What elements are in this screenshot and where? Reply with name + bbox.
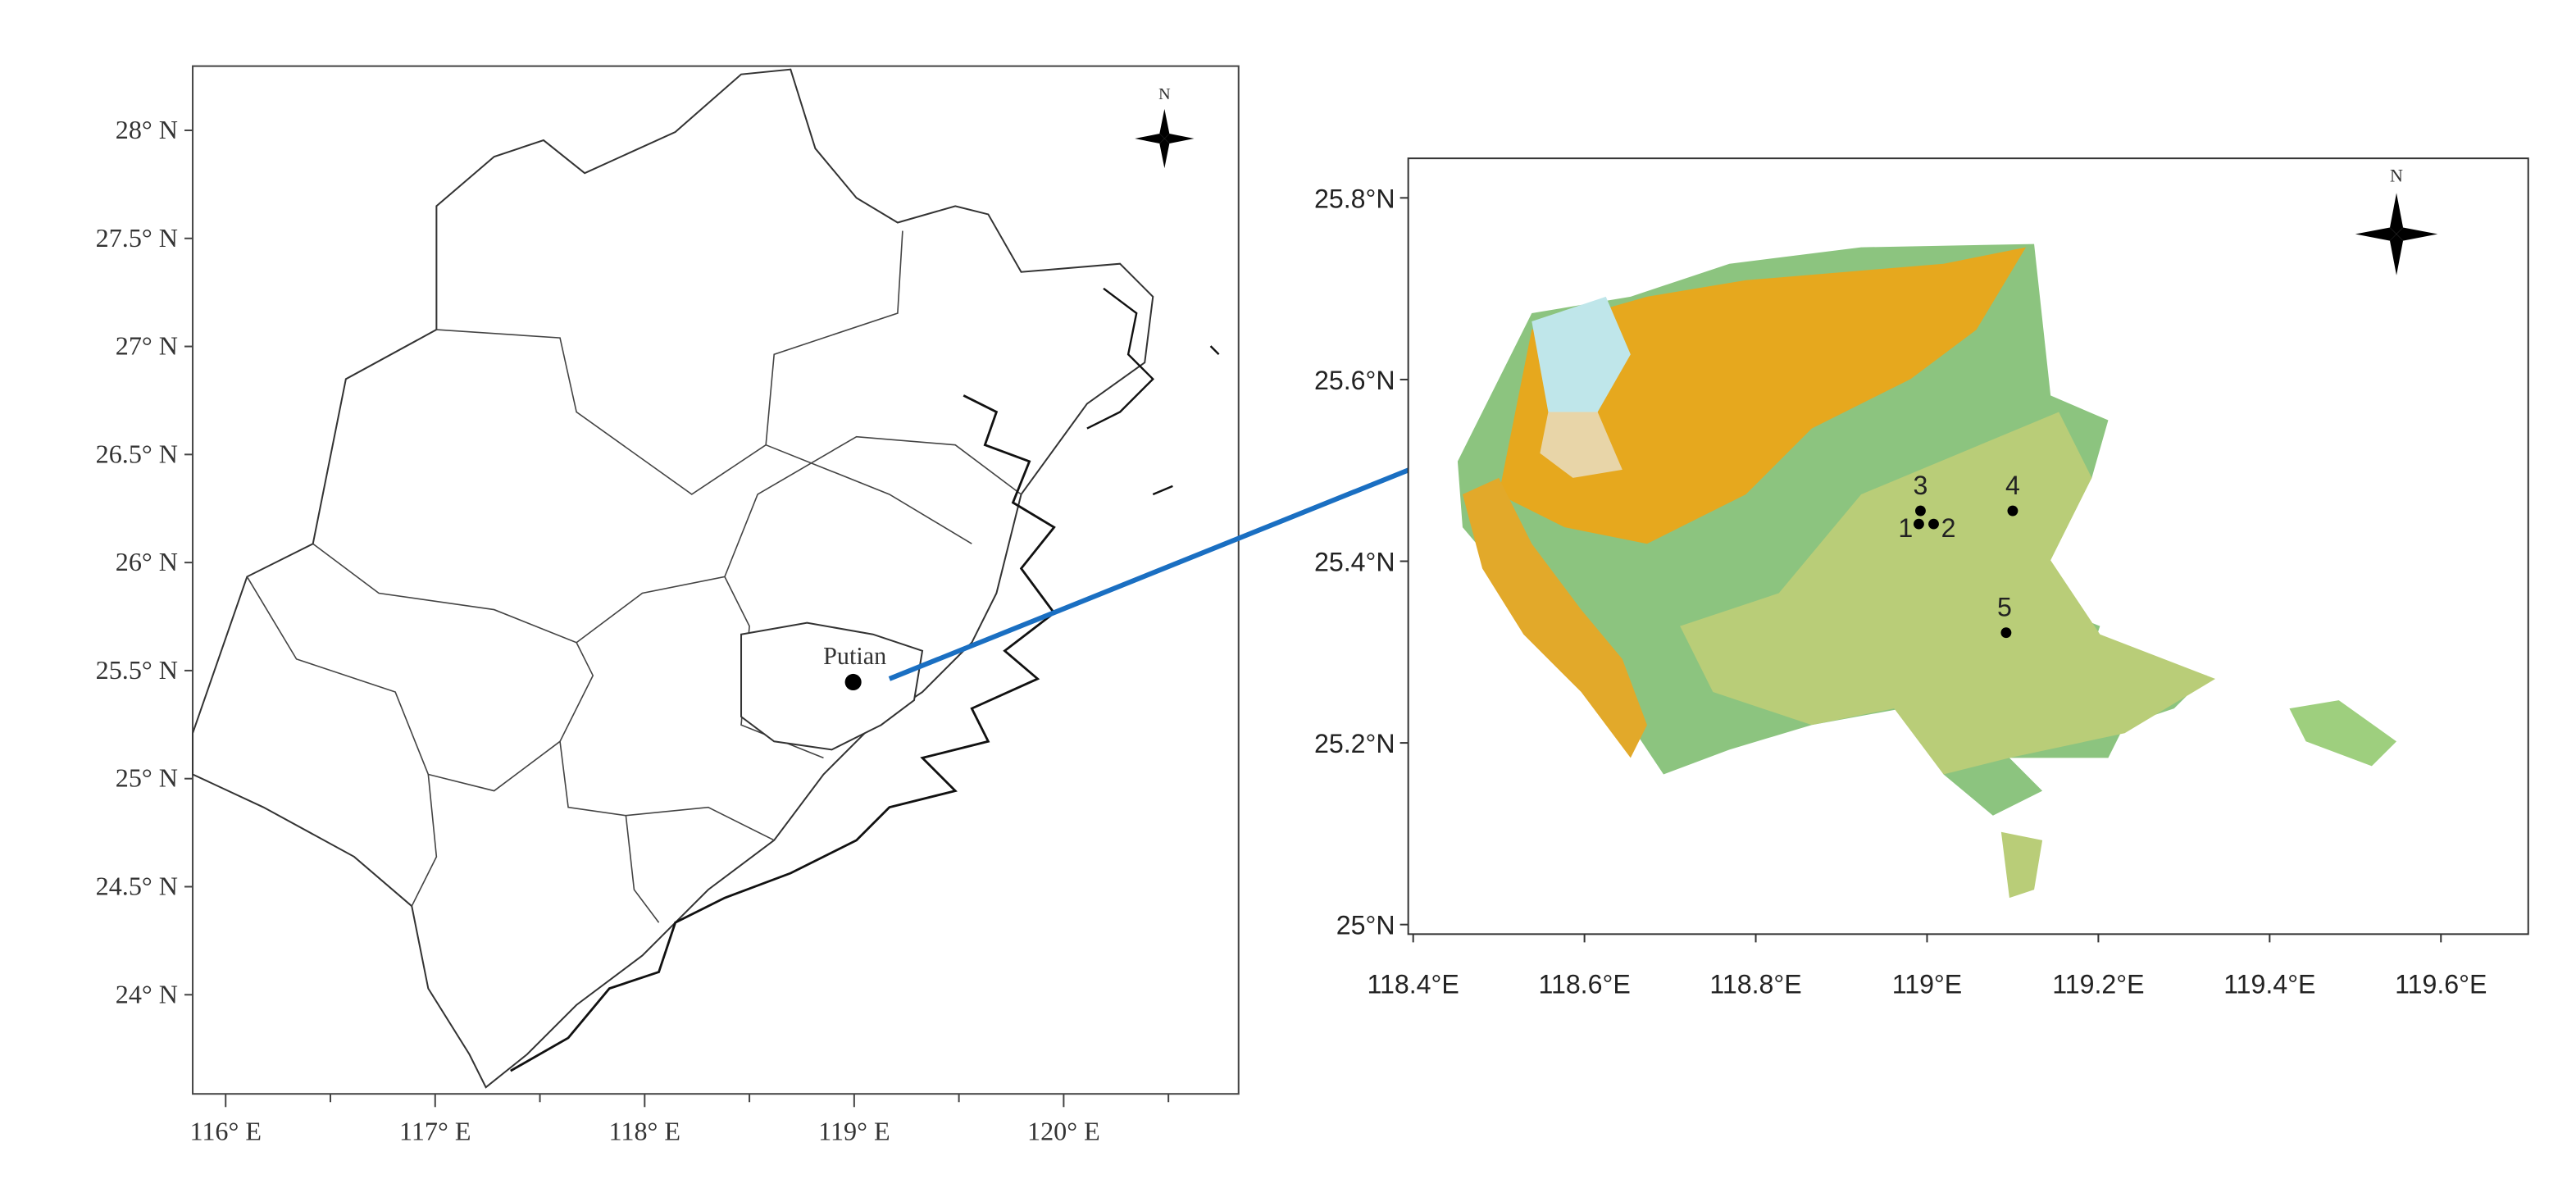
- x-tick-label: 118.8°E: [1709, 970, 1801, 999]
- island: [2000, 831, 2043, 899]
- right-map: N: [1407, 157, 2529, 935]
- x-tick-label: 119.6°E: [2395, 970, 2487, 999]
- x-tick-label: 120° E: [1027, 1116, 1100, 1145]
- y-tick-label: 24.5° N: [96, 872, 178, 901]
- putian-region: [740, 621, 924, 751]
- terrain-peak: [1531, 296, 1631, 412]
- x-tick-label: 119.2°E: [2052, 970, 2144, 999]
- y-tick-label: 25.6°N: [1314, 366, 1395, 395]
- site-label: 2: [1941, 513, 1956, 543]
- y-tick-label: 27° N: [116, 331, 178, 361]
- province-outline: [192, 68, 1154, 1089]
- coastline: [510, 394, 1056, 1072]
- north-arrow: N: [1135, 85, 1195, 169]
- site-label: 1: [1898, 513, 1913, 543]
- left-map: Putian N: [192, 65, 1240, 1095]
- link-arrow: [888, 442, 1472, 681]
- terrain-highland: [1499, 247, 2027, 544]
- terrain-tan: [1540, 412, 1623, 478]
- site-label: 4: [2005, 471, 2020, 500]
- site-label: 5: [1997, 593, 2012, 622]
- islands: [1086, 287, 1220, 496]
- y-tick-label: 28° N: [116, 115, 178, 144]
- terrain-lowland: [1680, 412, 2216, 775]
- north-label: N: [1158, 85, 1171, 103]
- site-dot: [1928, 518, 1939, 530]
- city-label: Putian: [823, 642, 886, 670]
- site-dot: [1915, 505, 1926, 517]
- site-dot: [1913, 518, 1924, 530]
- y-tick-label: 25.8°N: [1314, 184, 1395, 213]
- y-tick-label: 25.5° N: [96, 655, 178, 685]
- y-tick-label: 25° N: [116, 763, 178, 793]
- x-tick-label: 119°E: [1892, 970, 1963, 999]
- x-tick-label: 116° E: [189, 1116, 262, 1145]
- y-tick-label: 26° N: [116, 547, 178, 576]
- x-tick-label: 117° E: [399, 1116, 471, 1145]
- y-tick-label: 24° N: [116, 979, 178, 1008]
- y-tick-label: 25°N: [1336, 911, 1395, 940]
- y-tick-label: 27.5° N: [96, 223, 178, 253]
- north-label: N: [2390, 165, 2403, 185]
- putian-dot: [844, 673, 862, 691]
- x-tick-label: 119° E: [818, 1116, 890, 1145]
- x-tick-label: 118° E: [609, 1116, 681, 1145]
- y-tick-label: 25.2°N: [1314, 729, 1395, 758]
- north-arrow: N: [2355, 165, 2438, 275]
- island: [2289, 700, 2397, 767]
- y-tick-label: 25.4°N: [1314, 548, 1395, 577]
- y-tick-label: 26.5° N: [96, 439, 178, 468]
- x-tick-label: 119.4°E: [2223, 970, 2315, 999]
- x-tick-label: 118.4°E: [1368, 970, 1459, 999]
- x-tick-label: 118.6°E: [1538, 970, 1630, 999]
- terrain-highland-west: [1462, 477, 1647, 758]
- site-label: 3: [1913, 471, 1927, 500]
- site-dot: [2007, 505, 2018, 517]
- site-dot: [2000, 627, 2012, 639]
